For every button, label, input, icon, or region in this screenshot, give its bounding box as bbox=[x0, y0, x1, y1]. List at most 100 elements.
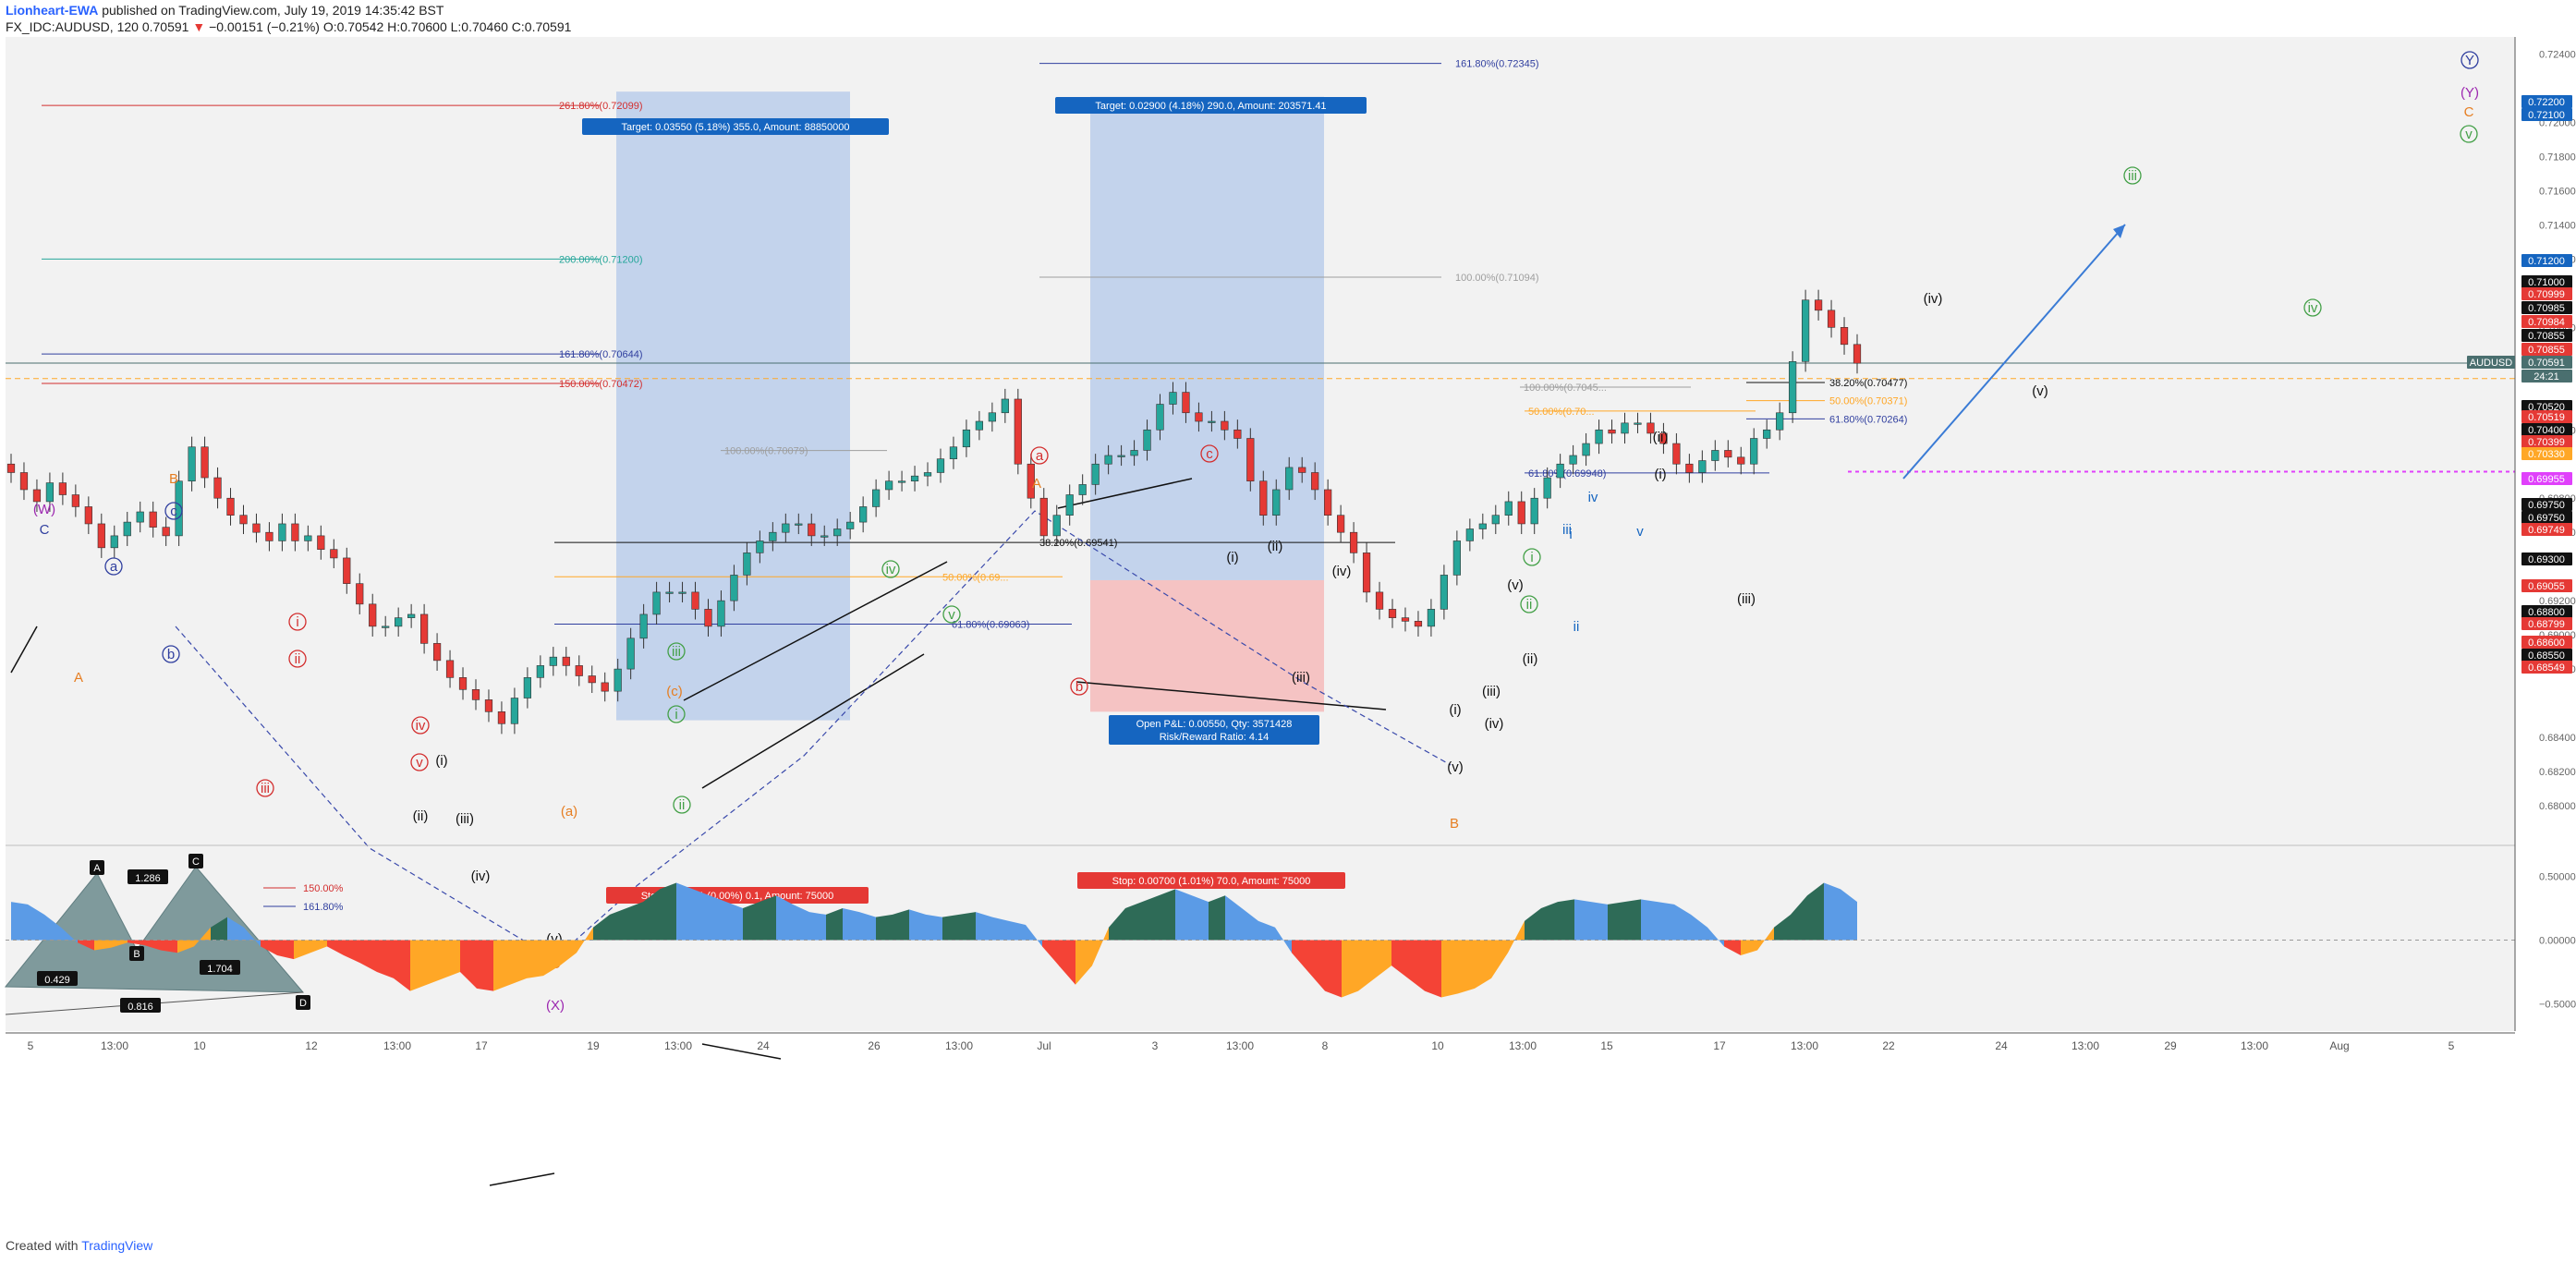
wave-label: C bbox=[40, 522, 50, 538]
oscillator-bar bbox=[194, 927, 211, 947]
oscillator-bar bbox=[1358, 940, 1375, 991]
oscillator-bar bbox=[1258, 920, 1275, 941]
oscillator-bar bbox=[992, 917, 1009, 941]
oscillator-bar bbox=[1624, 899, 1641, 941]
candle-body bbox=[1763, 429, 1771, 439]
oscillator-bar bbox=[859, 912, 876, 941]
oscillator-bar bbox=[1308, 940, 1325, 991]
time-axis-tick: 5 bbox=[2448, 1039, 2455, 1052]
oscillator-bar bbox=[444, 940, 460, 978]
oscillator-bar bbox=[1425, 940, 1441, 998]
wave-label: (iii) bbox=[1482, 684, 1501, 699]
price-badge bbox=[2521, 254, 2572, 267]
price-badge bbox=[2521, 579, 2572, 592]
price-badge-label: 0.70330 bbox=[2528, 449, 2565, 460]
oscillator-bar bbox=[976, 912, 992, 941]
candle-body bbox=[1156, 404, 1164, 431]
wave-label: A bbox=[74, 670, 83, 686]
oscillator-bar bbox=[1541, 902, 1558, 941]
price-badge bbox=[2521, 275, 2572, 288]
candle-body bbox=[523, 677, 531, 698]
oscillator-bar bbox=[1192, 895, 1209, 941]
candle-body bbox=[162, 527, 170, 537]
oscillator-bar bbox=[11, 902, 28, 941]
oscillator-bar bbox=[1774, 914, 1791, 941]
wave-label: A bbox=[1032, 476, 1041, 492]
price-badge-label: 0.69055 bbox=[2528, 581, 2565, 592]
candle-body bbox=[795, 523, 803, 526]
candle-body bbox=[601, 682, 609, 692]
candle-body bbox=[962, 429, 971, 448]
candle-body bbox=[123, 521, 131, 537]
position-label-box bbox=[1077, 872, 1345, 889]
time-axis[interactable]: 5 13:00 10 12 13:00 17 19 13:00 24 26 13:00 Jul 3 13:… bbox=[6, 1032, 2515, 1052]
trend-line bbox=[1057, 478, 1193, 509]
oscillator-bar bbox=[1807, 882, 1824, 941]
position-label-text: Target: 0.02900 (4.18%) 290.0, Amount: 2… bbox=[1095, 101, 1326, 112]
oscillator-bar bbox=[28, 904, 44, 941]
oscillator-bar bbox=[360, 940, 377, 972]
price-badge-label: 0.69955 bbox=[2528, 474, 2565, 485]
price-badge bbox=[2521, 511, 2572, 524]
candle-body bbox=[45, 482, 55, 503]
tradingview-logo[interactable]: TradingView bbox=[81, 1238, 153, 1253]
wave-label: (a) bbox=[561, 804, 577, 820]
countdown-badge bbox=[2521, 369, 2572, 383]
candle-body bbox=[562, 656, 570, 666]
candle-body bbox=[1337, 515, 1345, 533]
fib-level-label: 50.00%(0.70... bbox=[1528, 407, 1595, 418]
wave-label: (v) bbox=[1507, 577, 1524, 593]
footer: Created with TradingView bbox=[6, 1238, 152, 1253]
oscillator-bar bbox=[1824, 882, 1841, 941]
position-labels: Target: 0.03550 (5.18%) 355.0, Amount: 8… bbox=[582, 97, 1367, 904]
chart-area[interactable]: 261.80%(0.72099)200.00%(0.71200)161.80%(… bbox=[0, 35, 2576, 1232]
price-axis-tick: 0.71600 bbox=[2539, 186, 2576, 197]
candle-body bbox=[265, 531, 273, 541]
candle-body bbox=[808, 523, 816, 537]
candle-body bbox=[32, 489, 42, 503]
oscillator-bar bbox=[926, 914, 942, 941]
oscillator-bar bbox=[1375, 940, 1391, 978]
price-badge-label: 0.70519 bbox=[2528, 412, 2565, 423]
wave-circle-icon bbox=[104, 557, 123, 576]
oscillator-bar bbox=[1441, 940, 1458, 998]
stop-zone-2 bbox=[1090, 579, 1324, 712]
candle-body bbox=[1659, 432, 1668, 444]
candle-body bbox=[1517, 501, 1525, 525]
price-badge-label: 0.70399 bbox=[2528, 437, 2565, 448]
wave-label: (iv) bbox=[1924, 291, 1943, 307]
price-badge-label: 0.68800 bbox=[2528, 607, 2565, 618]
harmonic-ratio-label: 1.704 bbox=[207, 964, 233, 975]
price-axis-tick: 0.71800 bbox=[2539, 152, 2576, 163]
author-link[interactable]: Lionheart-EWA bbox=[6, 3, 99, 18]
candle-body bbox=[1195, 412, 1203, 422]
price-axis-tick: 0.69200 bbox=[2539, 596, 2576, 607]
wave-label: iv bbox=[886, 562, 896, 577]
oscillator-bar bbox=[1225, 895, 1242, 941]
fib-level-label: 100.00%(0.71094) bbox=[1455, 273, 1539, 284]
time-axis-tick: 17 bbox=[1713, 1039, 1726, 1052]
candle-body bbox=[678, 591, 687, 594]
oscillator-bar bbox=[793, 904, 809, 941]
candle-body bbox=[458, 677, 468, 690]
wave-circle-icon bbox=[410, 753, 429, 771]
oscillator-bar bbox=[693, 889, 710, 941]
price-axis[interactable]: 0.500000.00000−0.500000.724000.720000.71… bbox=[2467, 37, 2576, 1031]
oscillator-bar bbox=[1391, 940, 1408, 978]
wave-label: c bbox=[1206, 446, 1213, 462]
oscillator-bar bbox=[626, 902, 643, 941]
osc-axis-tick: 0.50000 bbox=[2539, 872, 2576, 883]
oscillator-bar bbox=[277, 940, 294, 960]
price-badge-label: 0.69749 bbox=[2528, 525, 2565, 536]
candle-body bbox=[1478, 523, 1487, 529]
oscillator-bar bbox=[1658, 902, 1674, 941]
oscillator-divergence-line bbox=[701, 1043, 782, 1060]
price-change: −0.00151 (−0.21%) bbox=[209, 19, 320, 34]
last-price: 0.70591 bbox=[141, 19, 189, 34]
price-badge bbox=[2521, 523, 2572, 536]
harmonic-point-box bbox=[90, 860, 104, 875]
harmonic-ratio-box bbox=[37, 971, 78, 986]
candle-body bbox=[1672, 443, 1681, 465]
candle-body bbox=[704, 609, 712, 627]
oscillator-bar bbox=[1325, 940, 1342, 998]
